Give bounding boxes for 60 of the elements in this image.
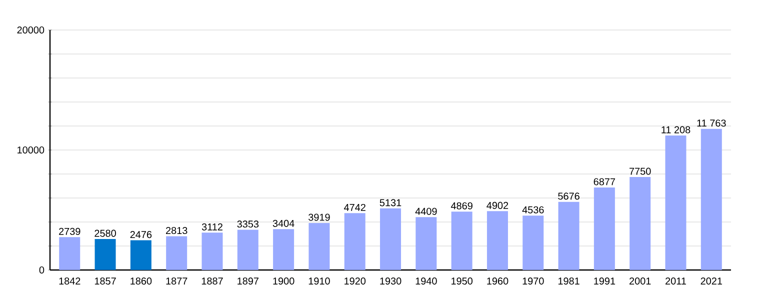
x-tick-label: 1940 (416, 278, 437, 285)
bar (522, 216, 544, 270)
x-tick-label: 1877 (166, 278, 188, 285)
x-tick-label: 1970 (522, 278, 544, 285)
bar (94, 239, 116, 270)
bar (344, 213, 366, 270)
bar (308, 222, 330, 270)
data-label: 11 763 (697, 120, 726, 127)
bar (59, 237, 80, 270)
bar (630, 177, 651, 270)
data-label: 7750 (630, 168, 651, 175)
bar (665, 136, 686, 270)
x-tick-label: 1950 (452, 278, 473, 285)
data-label: 3112 (202, 223, 222, 230)
data-label: 3353 (237, 220, 259, 228)
x-tick-label: 1860 (130, 278, 152, 285)
y-tick-label: 10000 (18, 146, 44, 154)
data-label: 6877 (594, 178, 616, 186)
x-tick-label: 1981 (558, 278, 580, 285)
x-tick-label: 1910 (308, 278, 330, 285)
data-label: 2580 (94, 230, 116, 237)
bar (416, 217, 437, 270)
data-label: 2476 (130, 231, 152, 238)
x-tick-label: 2011 (666, 278, 686, 285)
bar (700, 128, 722, 270)
data-label: 5131 (380, 199, 402, 206)
data-label: 3404 (272, 220, 294, 227)
data-label: 3919 (308, 214, 330, 221)
y-tick-label: 20000 (17, 26, 44, 34)
x-tick-label: 1900 (273, 278, 294, 285)
bar (558, 202, 580, 270)
x-tick-label: 1930 (380, 278, 402, 285)
bar (451, 212, 472, 270)
y-tick-label: 0 (39, 266, 44, 274)
x-tick-label: 1842 (59, 278, 80, 285)
bar (273, 229, 294, 270)
data-label: 4409 (415, 208, 437, 215)
x-tick-label: 2021 (700, 278, 722, 285)
data-label: 2739 (59, 228, 80, 235)
bar (130, 240, 152, 270)
x-tick-label: 2001 (630, 278, 651, 285)
data-label: 2813 (166, 226, 188, 234)
bar (486, 211, 508, 270)
bar (237, 230, 258, 270)
x-tick-label: 1897 (238, 278, 258, 285)
data-label: 4902 (486, 202, 508, 209)
bar (166, 236, 188, 270)
bar (202, 232, 223, 270)
x-tick-label: 1960 (487, 278, 508, 285)
bar (380, 208, 402, 270)
x-tick-label: 1991 (594, 278, 616, 285)
x-tick-label: 1857 (94, 278, 116, 285)
data-label: 5676 (558, 192, 580, 200)
bar (594, 187, 615, 270)
data-label: 11 208 (662, 126, 690, 134)
x-tick-label: 1920 (344, 278, 366, 285)
data-label: 4869 (450, 202, 472, 210)
data-label: 4742 (344, 204, 366, 211)
data-label: 4536 (522, 206, 544, 214)
x-tick-label: 1887 (202, 278, 223, 285)
